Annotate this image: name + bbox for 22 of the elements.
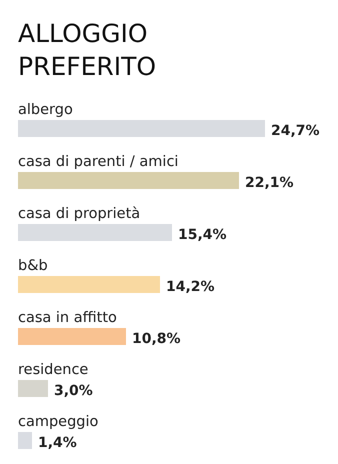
data-label: 22,1% bbox=[245, 175, 294, 191]
y-tick-label: casa di proprietà bbox=[18, 206, 140, 222]
bar bbox=[18, 172, 239, 189]
y-tick-label: campeggio bbox=[18, 414, 99, 430]
data-label: 10,8% bbox=[132, 331, 181, 347]
y-tick-label: casa di parenti / amici bbox=[18, 154, 178, 170]
y-tick-label: albergo bbox=[18, 102, 73, 118]
bar bbox=[18, 328, 126, 345]
y-tick-label: casa in affitto bbox=[18, 310, 118, 326]
bar bbox=[18, 224, 172, 241]
y-tick-label: residence bbox=[18, 362, 88, 378]
chart-title: ALLOGGIO PREFERITO bbox=[18, 19, 156, 81]
bar bbox=[18, 276, 160, 293]
bar bbox=[18, 120, 265, 137]
data-label: 14,2% bbox=[166, 279, 215, 295]
bar bbox=[18, 432, 32, 449]
data-label: 24,7% bbox=[271, 123, 320, 139]
bar bbox=[18, 380, 48, 397]
data-label: 1,4% bbox=[38, 435, 77, 451]
y-tick-label: b&b bbox=[18, 258, 48, 274]
data-label: 3,0% bbox=[54, 383, 93, 399]
data-label: 15,4% bbox=[178, 227, 227, 243]
